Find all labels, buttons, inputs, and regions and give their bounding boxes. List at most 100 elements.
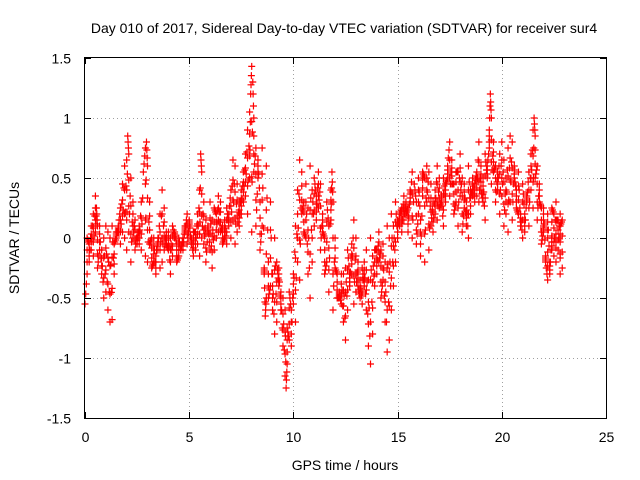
- data-point-interp: [241, 164, 249, 172]
- data-point-interp: [158, 210, 166, 218]
- data-point-interp: [485, 150, 493, 158]
- data-point-interp: [159, 222, 167, 230]
- data-point-interp: [137, 230, 145, 238]
- data-point-interp: [328, 178, 336, 186]
- data-point-interp: [508, 190, 516, 198]
- data-point-interp: [535, 186, 543, 194]
- data-point: [367, 234, 375, 242]
- data-point-interp: [180, 238, 188, 246]
- data-point-interp: [552, 244, 560, 252]
- data-point: [206, 198, 214, 206]
- data-point: [91, 192, 99, 200]
- data-point-interp: [248, 178, 256, 186]
- data-point: [552, 198, 560, 206]
- data-point: [423, 198, 431, 206]
- data-point: [496, 210, 504, 218]
- y-axis-ticks: -1.5 -1 -0.5 0 0.5 1 1.5: [47, 51, 606, 427]
- data-point-interp: [366, 332, 374, 340]
- data-point-interp: [458, 180, 466, 188]
- data-point-interp: [359, 270, 367, 278]
- data-point-interp: [306, 250, 314, 258]
- data-point-interp: [117, 220, 125, 228]
- data-point-interp: [481, 194, 489, 202]
- data-point: [229, 156, 237, 164]
- data-point: [421, 258, 429, 266]
- data-point-interp: [129, 210, 137, 218]
- data-point: [417, 252, 425, 260]
- data-point-interp: [486, 114, 494, 122]
- data-point-interp: [249, 102, 257, 110]
- data-point-interp: [292, 274, 300, 282]
- data-point: [102, 222, 110, 230]
- y-tick-label: -0.5: [47, 291, 71, 307]
- data-point: [314, 168, 322, 176]
- data-point: [233, 228, 241, 236]
- data-point-interp: [503, 188, 511, 196]
- data-point: [100, 294, 108, 302]
- data-point-interp: [357, 284, 365, 292]
- data-point-interp: [103, 250, 111, 258]
- data-point: [358, 300, 366, 308]
- data-point: [558, 264, 566, 272]
- data-point-interp: [104, 280, 112, 288]
- data-point: [367, 360, 375, 368]
- data-point-interp: [539, 216, 547, 224]
- data-point: [485, 126, 493, 134]
- data-point-interp: [289, 294, 297, 302]
- data-point: [475, 138, 483, 146]
- data-point-interp: [150, 250, 158, 258]
- data-point-interp: [476, 186, 484, 194]
- data-point-interp: [245, 142, 253, 150]
- data-point: [189, 252, 197, 260]
- data-point-interp: [456, 164, 464, 172]
- data-point: [479, 198, 487, 206]
- data-point-interp: [252, 196, 260, 204]
- data-point: [261, 312, 269, 320]
- data-point: [208, 264, 216, 272]
- data-point-interp: [258, 196, 266, 204]
- data-point-interp: [146, 212, 154, 220]
- data-point-interp: [543, 270, 551, 278]
- data-point: [329, 306, 337, 314]
- data-point-interp: [267, 234, 275, 242]
- data-point: [439, 222, 447, 230]
- data-point: [91, 228, 99, 236]
- data-point-interp: [535, 192, 543, 200]
- data-point-interp: [547, 246, 555, 254]
- data-point: [481, 216, 489, 224]
- data-point-interp: [477, 170, 485, 178]
- data-point-interp: [102, 244, 110, 252]
- data-point: [108, 316, 116, 324]
- data-point: [504, 228, 512, 236]
- data-point: [450, 210, 458, 218]
- data-point-interp: [239, 188, 247, 196]
- data-point-interp: [269, 294, 277, 302]
- data-point: [369, 252, 377, 260]
- data-point: [477, 162, 485, 170]
- data-point-interp: [278, 306, 286, 314]
- data-point-interp: [282, 358, 290, 366]
- data-point-interp: [374, 242, 382, 250]
- data-point-interp: [208, 248, 216, 256]
- data-point: [304, 270, 312, 278]
- data-point: [269, 306, 277, 314]
- data-point-interp: [480, 188, 488, 196]
- data-point: [160, 204, 168, 212]
- data-point: [310, 222, 318, 230]
- data-point-interp: [418, 212, 426, 220]
- data-point-interp: [223, 228, 231, 236]
- data-point: [464, 234, 472, 242]
- data-point-interp: [549, 208, 557, 216]
- data-point-interp: [527, 162, 535, 170]
- data-point-interp: [521, 222, 529, 230]
- data-point-interp: [307, 226, 315, 234]
- data-point-interp: [454, 204, 462, 212]
- data-point: [306, 162, 314, 170]
- data-point-interp: [298, 182, 306, 190]
- data-point-interp: [269, 282, 277, 290]
- data-point-interp: [438, 202, 446, 210]
- data-point-interp: [390, 234, 398, 242]
- data-point-interp: [316, 202, 324, 210]
- data-point-interp: [298, 196, 306, 204]
- data-point-interp: [531, 126, 539, 134]
